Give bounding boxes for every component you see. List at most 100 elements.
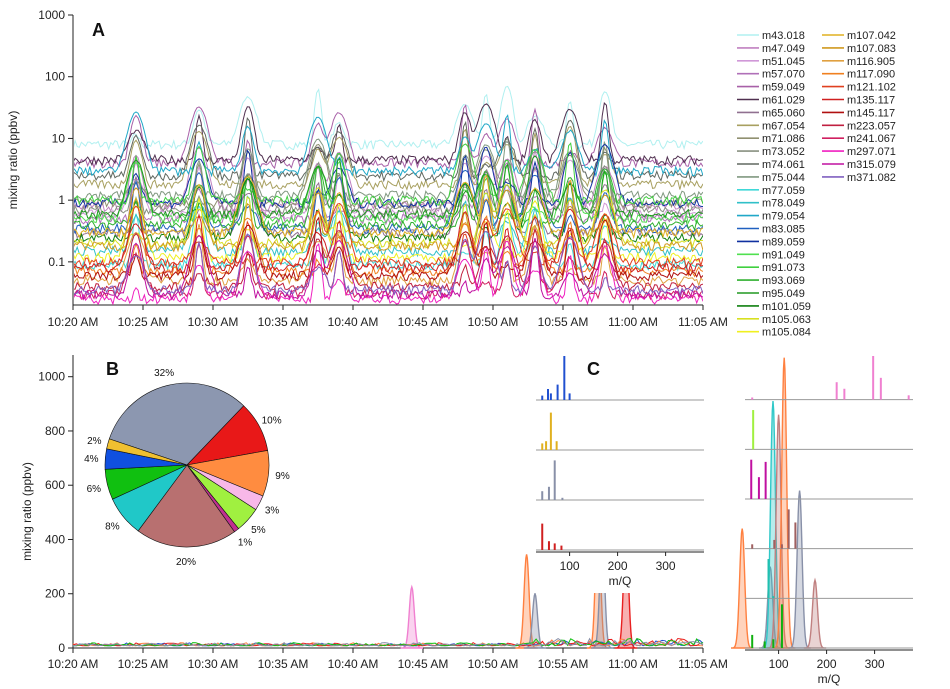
panel-a-label: A: [92, 20, 105, 40]
pie-slice-label: 4%: [84, 454, 99, 465]
panel-b-baseline-series: [72, 637, 704, 647]
panel-b-x-tick-label: 10:25 AM: [118, 657, 169, 671]
pie-slice-label: 32%: [154, 368, 174, 379]
panel-a-x-tick-label: 11:05 AM: [678, 315, 728, 329]
panel-b-peak-area: [523, 591, 547, 649]
panel-a-x-tick-label: 10:50 AM: [468, 315, 519, 329]
panel-b-x-tick-label: 10:35 AM: [258, 657, 309, 671]
legend-entry-label: m116.905: [847, 56, 895, 68]
panel-b-x-tick-label: 11:00 AM: [608, 657, 658, 671]
legend-entry-label: m74.061: [762, 159, 805, 171]
panel-a-series-line: [74, 187, 703, 253]
panel-a-series-line: [74, 216, 703, 282]
panel-a-x-tick-label: 10:20 AM: [48, 315, 99, 329]
legend-entry-label: m121.102: [847, 82, 896, 94]
panel-b-y-label: mixing ratio (ppbv): [20, 462, 34, 561]
panel-b-baseline-series: [72, 637, 704, 647]
legend-entry-label: m47.049: [762, 43, 805, 55]
panel-a-x-tick-label: 10:55 AM: [538, 315, 589, 329]
panel-c-x-tick-label: 200: [817, 657, 837, 671]
legend-entry-label: m73.052: [762, 146, 805, 158]
panel-b-x-tick-label: 10:30 AM: [188, 657, 239, 671]
legend-entry-label: m297.071: [847, 146, 896, 158]
legend-entry-label: m43.018: [762, 30, 805, 42]
panel-a-series-line: [74, 155, 703, 221]
panel-a-series-line: [74, 196, 703, 264]
legend-entry-label: m241.067: [847, 133, 896, 145]
panel-a-x-tick-label: 10:40 AM: [328, 315, 379, 329]
pie-slice-label: 2%: [87, 436, 102, 447]
panel-a-series-line: [74, 240, 703, 305]
legend-entry-label: m105.084: [762, 327, 811, 339]
panel-c-x-tick-label: 200: [608, 559, 628, 573]
panel-c-x-tick-label: 300: [865, 657, 885, 671]
panel-b-y-tick-label: 1000: [38, 370, 65, 384]
panel-b-peak-area: [788, 490, 811, 649]
panel-a-series-line: [74, 111, 703, 178]
legend-entry-label: m101.059: [762, 301, 811, 313]
panel-c-left-x-label: m/Q: [609, 574, 632, 588]
panel-a-x-tick-label: 10:35 AM: [258, 315, 309, 329]
legend-entry-label: m107.083: [847, 43, 896, 55]
panel-c-left-background: [530, 355, 706, 593]
panel-a-y-tick-label: 0.1: [48, 255, 65, 269]
panel-c-label: C: [587, 359, 600, 379]
panel-b-label: B: [106, 359, 119, 379]
panel-b-y-tick-label: 800: [45, 424, 65, 438]
legend-entry-label: m79.054: [762, 211, 805, 223]
pie-slice: [137, 464, 235, 548]
panel-a-x-tick-label: 11:00 AM: [608, 315, 658, 329]
legend-entry-label: m67.054: [762, 120, 805, 132]
legend-entry-label: m371.082: [847, 172, 896, 184]
panel-a-series-line: [74, 155, 703, 221]
panel-c-right-x-label: m/Q: [818, 672, 841, 686]
panel-a-series-line: [74, 184, 703, 250]
legend-entry-label: m61.029: [762, 95, 805, 107]
legend-entry-label: m105.063: [762, 314, 811, 326]
panel-c-x-tick-label: 100: [769, 657, 789, 671]
pie-slice-label: 10%: [262, 416, 282, 427]
panel-c-x-tick-label: 300: [656, 559, 676, 573]
legend-entry-label: m117.090: [847, 69, 895, 81]
panel-b-baseline-series: [72, 637, 704, 647]
legend-entry-label: m91.073: [762, 262, 805, 274]
legend-entry-label: m145.117: [847, 107, 895, 119]
panel-b-pie-chart: 32% 10% 9% 3% 5%1% 20% 8% 6% 4% 2%: [84, 368, 290, 568]
pie-slice-label: 5%: [251, 525, 266, 536]
panel-a-y-tick-label: 100: [45, 70, 65, 84]
legend-entry-label: m57.070: [762, 69, 805, 81]
legend-entry-label: m51.045: [762, 56, 805, 68]
panel-b-x-tick-label: 10:40 AM: [328, 657, 379, 671]
panel-a-series-line: [74, 125, 703, 191]
panel-a-series-group: [74, 85, 703, 305]
panel-a-series-line: [74, 202, 703, 269]
legend-entry-label: m95.049: [762, 288, 805, 300]
panel-b-x-tick-label: 10:20 AM: [48, 657, 99, 671]
panel-a-time-series: mixing ratio (ppbv) 0.1 1 10 100 1000 10:20 AM…: [6, 8, 728, 329]
panel-b-peak-area: [803, 577, 827, 649]
legend-entry-label: m75.044: [762, 172, 805, 184]
panel-a-x-tick-label: 10:25 AM: [118, 315, 169, 329]
panel-a-series-line: [74, 143, 703, 210]
panel-c-x-tick-label: 100: [560, 559, 580, 573]
panel-a-series-line: [74, 166, 703, 232]
legend-entry-label: m107.042: [847, 30, 896, 42]
panel-a-y-label: mixing ratio (ppbv): [6, 111, 20, 210]
panel-b-y-tick-label: 600: [45, 478, 65, 492]
panel-a-y-tick-label: 1000: [38, 8, 65, 22]
panel-b-x-tick-label: 10:50 AM: [468, 657, 519, 671]
pie-slice: [106, 438, 188, 466]
panel-a-series-line: [74, 104, 703, 170]
panel-b-peak-area: [767, 414, 790, 649]
panel-a-series-line: [74, 137, 703, 203]
pie-slice-label: 8%: [105, 521, 120, 532]
panel-b-y-tick-label: 400: [45, 532, 65, 546]
legend-entry-label: m93.069: [762, 275, 805, 287]
legend-entry-label: m135.117: [847, 95, 895, 107]
legend-entry-label: m77.059: [762, 185, 805, 197]
panel-a-legend: m43.018m47.049m51.045m57.070m59.049m61.0…: [737, 30, 896, 339]
pie-slice-label: 6%: [87, 484, 102, 495]
legend-entry-label: m78.049: [762, 198, 805, 210]
pie-slice-label: 20%: [176, 557, 196, 568]
